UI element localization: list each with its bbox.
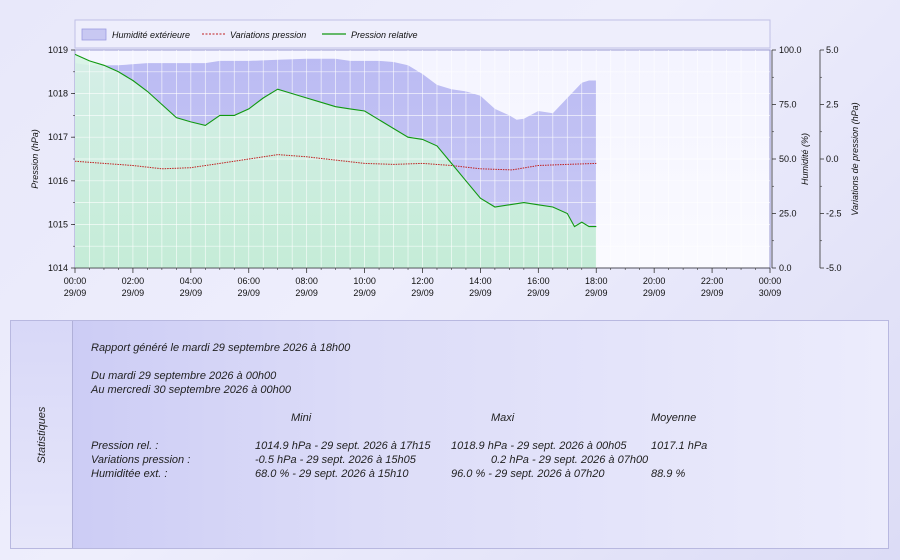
left-axis-tick-label: 1017 bbox=[48, 132, 68, 142]
row-pressure-max: 1018.9 hPa - 29 sept. 2026 à 00h05 bbox=[451, 440, 627, 452]
humidity-axis-tick-label: 0.0 bbox=[779, 263, 792, 273]
x-axis-time-label: 10:00 bbox=[353, 276, 376, 286]
legend-label-relative-pressure: Pression relative bbox=[351, 30, 418, 40]
left-axis-tick-label: 1015 bbox=[48, 219, 68, 229]
humidity-axis-title: Humidité (%) bbox=[800, 133, 810, 185]
period-end-line: Au mercredi 30 septembre 2026 à 00h00 bbox=[91, 384, 291, 396]
x-axis-date-label: 29/09 bbox=[353, 288, 376, 298]
x-axis-time-label: 18:00 bbox=[585, 276, 608, 286]
variation-axis-tick-label: 5.0 bbox=[826, 45, 839, 55]
x-axis-time-label: 00:00 bbox=[759, 276, 782, 286]
row-pressure-avg: 1017.1 hPa bbox=[651, 440, 708, 452]
header-avg: Moyenne bbox=[651, 412, 697, 424]
humidity-axis-tick-label: 75.0 bbox=[779, 100, 797, 110]
row-variation-max: 0.2 hPa - 29 sept. 2026 à 07h00 bbox=[491, 454, 649, 466]
row-pressure-min: 1014.9 hPa - 29 sept. 2026 à 17h15 bbox=[255, 440, 431, 452]
x-axis-date-label: 29/09 bbox=[295, 288, 318, 298]
row-humidity-label: Humiditée ext. : bbox=[91, 468, 168, 480]
x-axis-date-label: 29/09 bbox=[701, 288, 724, 298]
header-min: Mini bbox=[291, 412, 312, 424]
x-axis-date-label: 29/09 bbox=[237, 288, 260, 298]
row-humidity-max: 96.0 % - 29 sept. 2026 à 07h20 bbox=[451, 468, 605, 480]
statistics-side-tab: Statistiques bbox=[11, 321, 73, 548]
x-axis-time-label: 14:00 bbox=[469, 276, 492, 286]
left-axis-tick-label: 1018 bbox=[48, 89, 68, 99]
legend: Humidité extérieure Variations pression … bbox=[74, 19, 771, 49]
variation-axis-tick-label: -2.5 bbox=[826, 209, 842, 219]
legend-label-pressure-variation: Variations pression bbox=[230, 30, 306, 40]
statistics-side-label: Statistiques bbox=[36, 406, 48, 464]
x-axis-date-label: 30/09 bbox=[759, 288, 782, 298]
x-axis-time-label: 04:00 bbox=[180, 276, 203, 286]
variation-axis-tick-label: 2.5 bbox=[826, 100, 839, 110]
row-pressure-label: Pression rel. : bbox=[91, 440, 159, 452]
x-axis-date-label: 29/09 bbox=[585, 288, 608, 298]
variation-axis-tick-label: 0.0 bbox=[826, 154, 839, 164]
variation-axis-tick-label: -5.0 bbox=[826, 263, 842, 273]
left-axis-tick-label: 1014 bbox=[48, 263, 68, 273]
relative-pressure-line bbox=[74, 53, 597, 228]
x-axis-time-label: 06:00 bbox=[237, 276, 260, 286]
left-axis-tick-label: 1016 bbox=[48, 176, 68, 186]
x-axis-time-label: 00:00 bbox=[64, 276, 87, 286]
x-axis-date-label: 29/09 bbox=[469, 288, 492, 298]
x-axis-date-label: 29/09 bbox=[411, 288, 434, 298]
row-variation-label: Variations pression : bbox=[91, 454, 191, 466]
x-axis-date-label: 29/09 bbox=[180, 288, 203, 298]
report-generated-line: Rapport généré le mardi 29 septembre 202… bbox=[91, 342, 351, 354]
legend-label-humidity: Humidité extérieure bbox=[112, 30, 190, 40]
period-start-line: Du mardi 29 septembre 2026 à 00h00 bbox=[91, 370, 277, 382]
x-axis-time-label: 02:00 bbox=[122, 276, 145, 286]
humidity-axis-tick-label: 50.0 bbox=[779, 154, 797, 164]
weather-chart: 1014 1015 1016 1017 1018 1019 Pression (hPa) 0.… bbox=[30, 19, 860, 298]
left-axis-title: Pression (hPa) bbox=[30, 129, 40, 189]
header-max: Maxi bbox=[491, 412, 515, 424]
x-axis-date-label: 29/09 bbox=[643, 288, 666, 298]
row-humidity-avg: 88.9 % bbox=[651, 468, 686, 480]
x-axis-date-label: 29/09 bbox=[527, 288, 550, 298]
x-axis-date-label: 29/09 bbox=[64, 288, 87, 298]
row-variation-min: -0.5 hPa - 29 sept. 2026 à 15h05 bbox=[255, 454, 416, 466]
x-axis-date-label: 29/09 bbox=[122, 288, 145, 298]
humidity-axis-tick-label: 100.0 bbox=[779, 45, 802, 55]
x-axis-time-label: 12:00 bbox=[411, 276, 434, 286]
x-axis-time-label: 20:00 bbox=[643, 276, 666, 286]
legend-swatch-humidity bbox=[81, 28, 107, 41]
x-axis-time-label: 22:00 bbox=[701, 276, 724, 286]
x-axis-time-label: 08:00 bbox=[295, 276, 318, 286]
left-axis-tick-label: 1019 bbox=[48, 45, 68, 55]
variation-axis-title: Variations de pression (hPa) bbox=[850, 102, 860, 215]
x-axis-time-label: 16:00 bbox=[527, 276, 550, 286]
statistics-panel: Statistiques Rapport généré le mardi 29 … bbox=[10, 320, 889, 549]
row-humidity-min: 68.0 % - 29 sept. 2026 à 15h10 bbox=[255, 468, 409, 480]
humidity-axis-tick-label: 25.0 bbox=[779, 209, 797, 219]
